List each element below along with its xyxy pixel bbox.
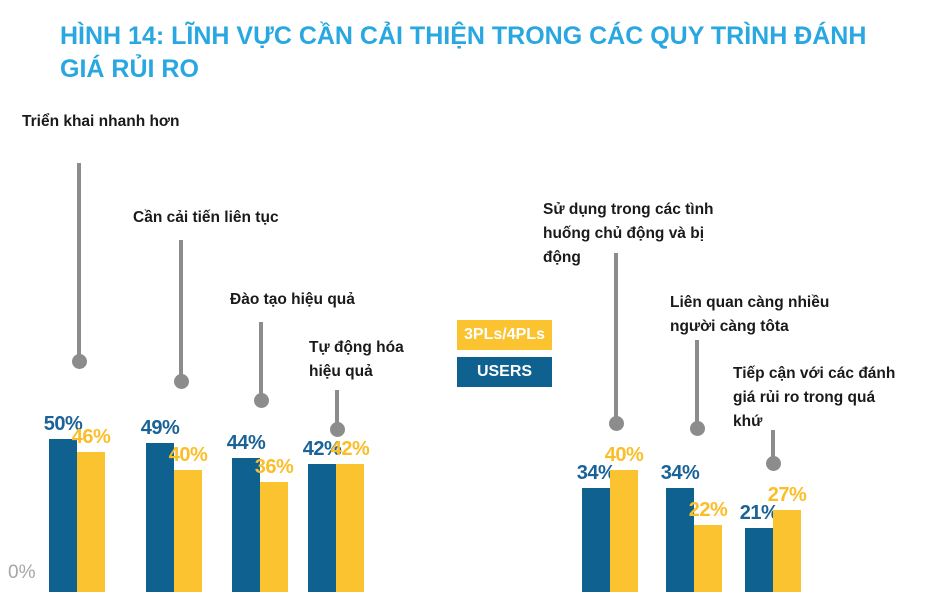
annotation-connector-line (335, 390, 339, 429)
pls-value-label-3: 42% (330, 438, 370, 460)
pls-bar-2 (260, 482, 288, 592)
annotation-label-line: giá rủi ro trong quá (733, 389, 876, 406)
annotation-label-line: khứ (733, 413, 763, 430)
legend-label-users: USERS (476, 363, 533, 380)
annotation-label-line: Đào tạo hiệu quả (230, 291, 355, 308)
pls-value-label-2: 36% (254, 456, 294, 478)
users-bar-6 (745, 528, 773, 592)
annotation-label-line: hiệu quả (309, 363, 373, 380)
annotation-label-line: người càng tôta (670, 318, 789, 335)
annotation-dot (173, 373, 189, 389)
users-bar-0 (49, 439, 77, 592)
annotation-label-3: Tự động hóa hiệu quả (309, 336, 404, 384)
pls-bar-0 (77, 452, 105, 592)
users-bar-3 (308, 464, 336, 592)
users-value-label-6: 21% (739, 502, 779, 524)
annotation-label-line: động (543, 249, 581, 266)
baseline-zero-label: 0% (8, 562, 36, 583)
annotation-connector-line (614, 253, 618, 423)
users-bar-1 (146, 443, 174, 592)
annotation-dot (608, 415, 624, 431)
pls-bar-6 (773, 510, 801, 592)
annotation-label-line: Sử dụng trong các tình (543, 201, 714, 218)
pls-value-label-0: 46% (71, 426, 111, 448)
legend-item-users: USERS (457, 357, 552, 387)
users-bar-2 (232, 458, 260, 592)
users-value-label-1: 49% (140, 417, 180, 439)
chart-legend: 3PLs/4PLs USERS (457, 320, 552, 394)
figure-title: HÌNH 14: LĨNH VỰC CẦN CẢI THIỆN TRONG CÁ… (60, 20, 910, 86)
pls-value-label-1: 40% (168, 444, 208, 466)
annotation-dot (765, 455, 781, 471)
legend-label-3pls4pls: 3PLs/4PLs (464, 326, 545, 343)
annotation-label-1: Cần cải tiến liên tục (133, 206, 279, 230)
annotation-label-5: Liên quan càng nhiều người càng tôta (670, 291, 829, 339)
users-value-label-2: 44% (226, 432, 266, 454)
annotation-connector-line (771, 430, 775, 463)
users-bar-4 (582, 488, 610, 592)
annotation-connector-line (77, 163, 81, 361)
annotation-dot (329, 421, 345, 437)
users-value-label-4: 34% (576, 462, 616, 484)
annotation-label-4: Sử dụng trong các tình huống chủ động và … (543, 198, 714, 270)
annotation-connector-line (179, 240, 183, 381)
figure-title-line1: HÌNH 14: LĨNH VỰC CẦN CẢI THIỆN TRONG CÁ… (60, 22, 867, 50)
pls-bar-4 (610, 470, 638, 592)
annotation-dot (71, 353, 87, 369)
annotation-label-line: Tiếp cận với các đánh (733, 365, 896, 382)
legend-item-3pls4pls: 3PLs/4PLs (457, 320, 552, 350)
annotation-dot (253, 392, 269, 408)
annotation-connector-line (259, 322, 263, 400)
users-value-label-0: 50% (43, 413, 83, 435)
users-value-label-5: 34% (660, 462, 700, 484)
annotation-label-line: Liên quan càng nhiều (670, 294, 830, 311)
figure-title-line2: GIÁ RỦI RO (60, 55, 199, 83)
pls-value-label-6: 27% (767, 484, 807, 506)
annotation-label-line: Cần cải tiến liên tục (133, 209, 279, 226)
pls-bar-5 (694, 525, 722, 592)
annotation-label-line: Tự động hóa (309, 339, 404, 356)
annotation-dot (689, 420, 705, 436)
annotation-label-6: Tiếp cận với các đánh giá rủi ro trong qu… (733, 362, 895, 434)
annotation-label-line: huống chủ động và bị (543, 225, 705, 242)
pls-bar-1 (174, 470, 202, 592)
users-value-label-3: 42% (302, 438, 342, 460)
annotation-label-0: Triển khai nhanh hơn (22, 110, 179, 134)
annotation-connector-line (695, 340, 699, 428)
annotation-label-2: Đào tạo hiệu quả (230, 288, 355, 312)
annotation-label-line: Triển khai nhanh hơn (22, 113, 180, 130)
pls-bar-3 (336, 464, 364, 592)
pls-value-label-5: 22% (688, 499, 728, 521)
pls-value-label-4: 40% (604, 444, 644, 466)
users-bar-5 (666, 488, 694, 592)
